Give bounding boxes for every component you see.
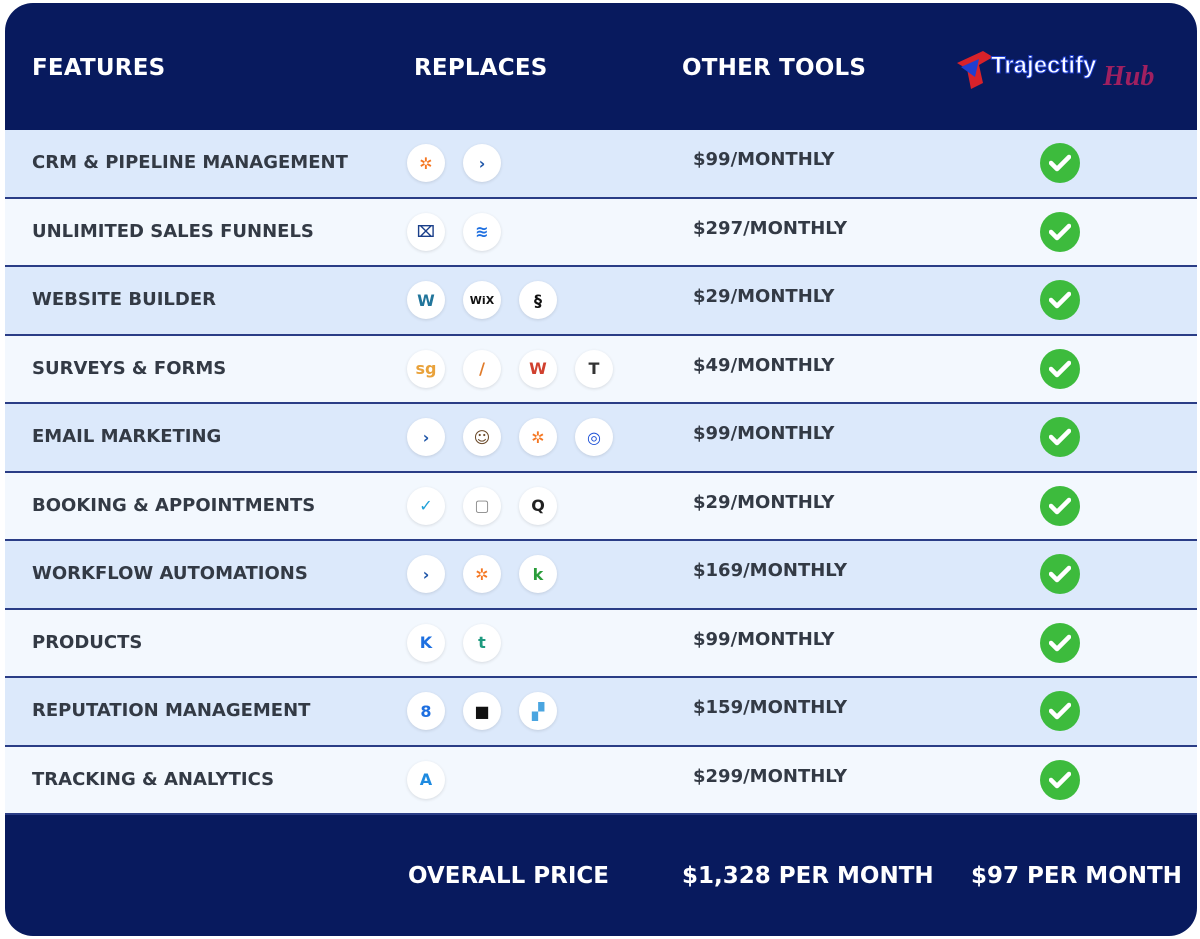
activecampaign-icon: › (407, 418, 445, 456)
teachable-icon: t (463, 623, 501, 662)
check-icon (1040, 759, 1080, 800)
mailchimp-icon: ☺ (463, 418, 501, 456)
table-row: CRM & PIPELINE MANAGEMENT ✲ › $99/MONTHLY (5, 130, 1197, 199)
table-header: FEATURES REPLACES OTHER TOOLS Trajectify… (5, 3, 1197, 130)
formstack-icon: / (463, 349, 501, 388)
wix-icon: WiX (463, 281, 501, 319)
header-features: FEATURES (32, 55, 166, 81)
other-tools-price: $99/MONTHLY (693, 423, 835, 444)
check-icon (1040, 691, 1080, 731)
trajectify-hub-logo: Trajectify Hub (953, 43, 1168, 93)
table-row: WEBSITE BUILDER W WiX § $29/MONTHLY (5, 267, 1197, 336)
replaced-tools: › ☺ ✲ ◎ (407, 418, 613, 456)
other-tools-price: $297/MONTHLY (693, 217, 847, 239)
table-row: REPUTATION MANAGEMENT 8 ■ ▞ $159/MONTHLY (5, 678, 1197, 747)
hubspot-icon: ✲ (463, 555, 501, 593)
hubspot-icon: ✲ (519, 418, 557, 456)
other-tools-price: $159/MONTHLY (693, 697, 847, 718)
other-tools-price: $99/MONTHLY (693, 149, 835, 170)
feature-name: WEBSITE BUILDER (32, 289, 216, 310)
other-tools-price: $29/MONTHLY (693, 286, 835, 307)
table-body: CRM & PIPELINE MANAGEMENT ✲ › $99/MONTHLY U… (5, 130, 1197, 815)
replaced-tools: 8 ■ ▞ (407, 692, 557, 730)
typeform-icon: T (575, 349, 613, 388)
hub-total: $97 PER MONTH (971, 863, 1182, 889)
wufoo-icon: W (519, 349, 557, 388)
table-row: UNLIMITED SALES FUNNELS ⌧ ≋ $297/MONTHLY (5, 198, 1197, 267)
check-icon (1040, 485, 1080, 526)
svg-text:Trajectify: Trajectify (991, 52, 1097, 79)
other-tools-price: $299/MONTHLY (693, 765, 847, 787)
appointment-icon: Q (519, 486, 557, 525)
replaced-tools: A (407, 760, 445, 799)
table-row: BOOKING & APPOINTMENTS ✓ ▢ Q $29/MONTHLY (5, 472, 1197, 541)
check-icon (1040, 348, 1080, 389)
other-tools-price: $29/MONTHLY (693, 491, 835, 513)
reputation-icon: ▞ (519, 692, 557, 730)
feature-name: REPUTATION MANAGEMENT (32, 700, 311, 721)
check-icon (1040, 143, 1080, 183)
pricing-comparison-table: FEATURES REPLACES OTHER TOOLS Trajectify… (5, 3, 1197, 936)
feature-name: PRODUCTS (32, 631, 143, 653)
check-icon (1040, 622, 1080, 663)
svg-text:Hub: Hub (1102, 61, 1154, 92)
leadpages-icon: ≋ (463, 212, 501, 251)
replaced-tools: ✓ ▢ Q (407, 486, 557, 525)
other-tools-price: $49/MONTHLY (693, 354, 835, 376)
surveygizmo-icon: sg (407, 349, 445, 388)
header-other-tools: OTHER TOOLS (682, 55, 867, 81)
birdeye-icon: 8 (407, 692, 445, 730)
feature-name: WORKFLOW AUTOMATIONS (32, 563, 308, 584)
squarespace-icon: § (519, 281, 557, 319)
kajabi-icon: K (407, 623, 445, 662)
check-icon (1040, 554, 1080, 594)
table-row: EMAIL MARKETING › ☺ ✲ ◎ $99/MONTHLY (5, 404, 1197, 473)
header-replaces: REPLACES (414, 55, 548, 81)
wordpress-icon: W (407, 281, 445, 319)
replaced-tools: sg / W T (407, 349, 613, 388)
check-icon (1040, 280, 1080, 320)
feature-name: EMAIL MARKETING (32, 426, 222, 447)
activecampaign-icon: › (407, 555, 445, 593)
other-tools-total: $1,328 PER MONTH (682, 863, 934, 889)
activecampaign-icon: › (463, 144, 501, 182)
feature-name: SURVEYS & FORMS (32, 357, 227, 379)
feature-name: TRACKING & ANALYTICS (32, 768, 275, 790)
acuity-icon: ✓ (407, 486, 445, 525)
replaced-tools: ✲ › (407, 144, 501, 182)
check-icon (1040, 211, 1080, 252)
clickfunnels-icon: ⌧ (407, 212, 445, 251)
table-footer: OVERALL PRICE $1,328 PER MONTH $97 PER M… (5, 815, 1197, 936)
hubspot-icon: ✲ (407, 144, 445, 182)
calendly-icon: ▢ (463, 486, 501, 525)
feature-name: BOOKING & APPOINTMENTS (32, 494, 316, 516)
analytics-icon: A (407, 760, 445, 799)
check-icon (1040, 417, 1080, 457)
table-row: TRACKING & ANALYTICS A $299/MONTHLY (5, 746, 1197, 815)
replaced-tools: › ✲ k (407, 555, 557, 593)
overall-price-label: OVERALL PRICE (408, 863, 609, 889)
podium-icon: ■ (463, 692, 501, 730)
table-row: WORKFLOW AUTOMATIONS › ✲ k $169/MONTHLY (5, 541, 1197, 610)
replaced-tools: W WiX § (407, 281, 557, 319)
constant-contact-icon: ◎ (575, 418, 613, 456)
feature-name: CRM & PIPELINE MANAGEMENT (32, 152, 348, 173)
table-row: SURVEYS & FORMS sg / W T $49/MONTHLY (5, 335, 1197, 404)
other-tools-price: $99/MONTHLY (693, 628, 835, 650)
keap-icon: k (519, 555, 557, 593)
other-tools-price: $169/MONTHLY (693, 560, 847, 581)
replaced-tools: ⌧ ≋ (407, 212, 501, 251)
feature-name: UNLIMITED SALES FUNNELS (32, 220, 314, 242)
